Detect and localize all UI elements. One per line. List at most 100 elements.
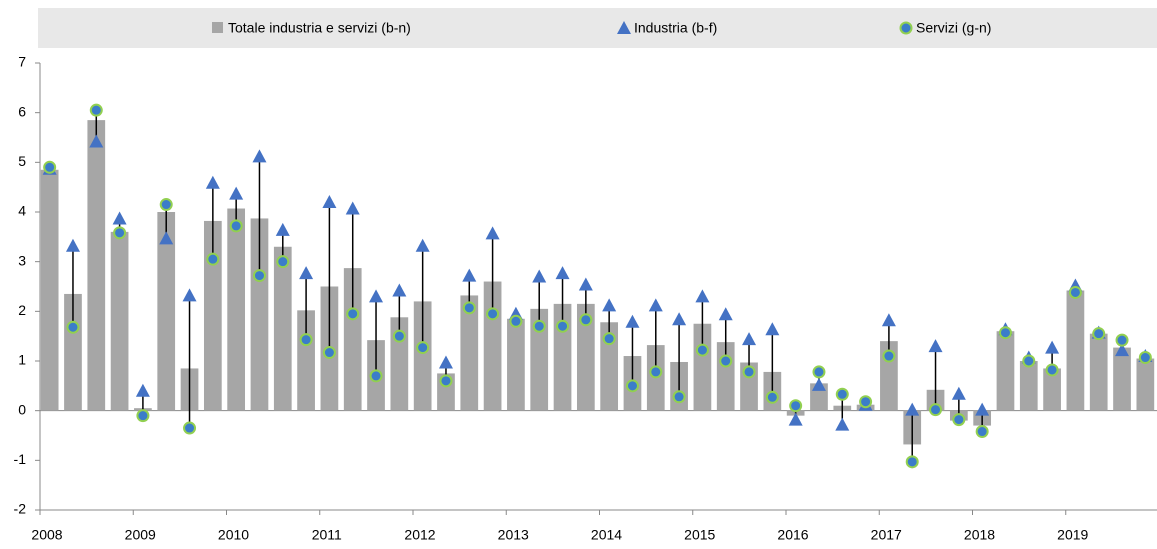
industry-marker [275,222,290,236]
bar [110,231,129,411]
industry-marker [672,312,687,326]
y-tick-label: 2 [18,302,26,318]
bar [530,308,549,411]
industry-marker [1045,340,1060,354]
industry-marker [951,386,966,400]
x-tick-label: 2013 [498,527,529,543]
industry-marker [485,226,500,240]
services-marker [299,333,313,347]
legend-swatch [899,21,913,35]
industry-marker [299,266,314,280]
services-marker [812,365,826,379]
industry-marker [648,298,663,312]
y-tick-label: 6 [18,103,26,119]
services-marker [719,354,733,368]
services-marker [835,387,849,401]
x-tick-label: 2011 [312,527,342,543]
x-tick-label: 2010 [218,527,249,543]
services-marker [952,413,966,427]
bar [1043,368,1061,411]
services-marker [113,226,127,240]
industry-marker [718,307,733,321]
industry-marker [65,238,80,252]
services-marker [625,379,639,393]
industry-marker [625,314,640,328]
y-tick-label: 0 [18,401,26,417]
industry-marker [369,289,384,303]
industry-marker [578,277,593,291]
services-marker [556,319,570,333]
industry-marker [462,268,477,282]
services-marker [1092,327,1106,341]
x-tick-label: 2009 [125,527,156,543]
industry-marker [765,322,780,336]
industry-marker [112,211,127,225]
services-marker [998,326,1012,340]
industry-marker [345,201,360,215]
bar [343,268,362,411]
services-marker [229,219,243,233]
bar [460,295,479,411]
services-marker [602,332,616,346]
services-marker [346,307,360,321]
services-marker [579,313,593,327]
legend-swatch [212,22,223,33]
industry-marker [788,412,803,426]
services-marker [392,329,406,343]
bar [157,212,176,411]
services-marker [532,319,546,333]
industry-marker [182,288,197,302]
services-marker [509,314,523,328]
services-marker [416,341,430,355]
industry-marker [135,383,150,397]
x-tick-label: 2017 [871,527,902,543]
services-marker [159,198,173,212]
x-tick-label: 2008 [31,527,62,543]
industry-marker [905,402,920,416]
legend-label: Industria (b-f) [634,20,717,36]
bar [413,301,432,411]
services-marker [789,399,803,413]
services-marker [765,390,779,404]
services-marker [252,269,266,283]
services-marker [975,425,989,439]
services-marker [369,369,383,383]
legend-swatch [617,21,631,34]
services-marker [66,320,80,334]
services-marker [672,390,686,404]
industry-marker [928,339,943,353]
industry-marker [742,332,757,346]
bar [227,208,246,411]
services-marker [276,255,290,269]
industry-marker [392,283,407,297]
x-tick-label: 2012 [404,527,435,543]
services-marker [462,301,476,315]
bar [507,318,525,411]
industry-marker [532,269,547,283]
services-marker [136,409,150,423]
services-marker [882,349,896,363]
bar [1089,333,1108,411]
bar [40,169,59,411]
industry-marker [835,417,850,431]
industry-marker [89,134,104,148]
services-marker [929,403,943,417]
y-tick-label: -1 [14,451,27,467]
y-tick-label: -2 [14,501,27,517]
bar [576,303,595,411]
x-tick-label: 2016 [777,527,808,543]
industry-marker [811,377,826,391]
industry-marker [438,355,453,369]
bar [1136,358,1155,411]
industry-marker [555,266,570,280]
services-marker [1022,354,1036,368]
industry-marker [159,231,174,245]
y-tick-label: 7 [18,54,26,70]
services-marker [486,307,500,321]
services-marker [1138,351,1152,365]
bar [87,120,106,411]
services-marker [206,252,220,266]
services-marker [439,374,453,388]
x-tick-label: 2014 [591,527,622,543]
x-tick-label: 2019 [1057,527,1088,543]
